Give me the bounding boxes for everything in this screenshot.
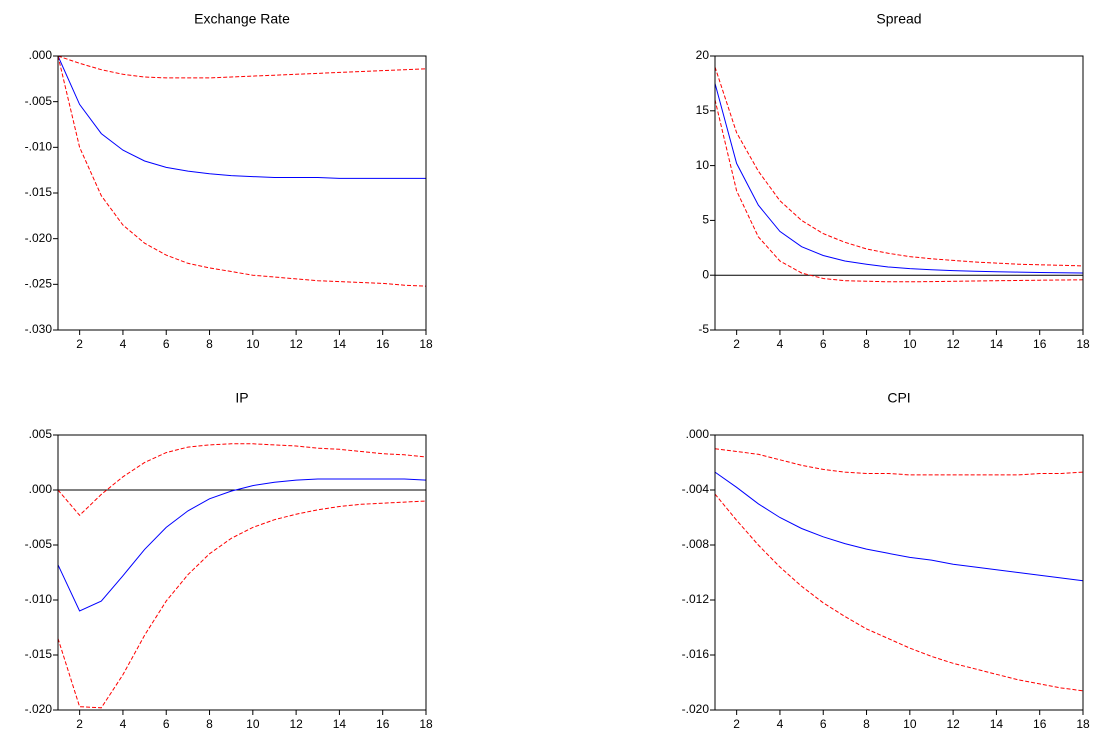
chart-title: Exchange Rate (194, 11, 290, 27)
y-tick-label: -.010 (25, 140, 53, 154)
series-line (714, 493, 1084, 692)
x-tick-label: 10 (246, 717, 260, 731)
x-tick-label: 16 (1033, 717, 1047, 731)
y-tick-label: -.015 (25, 647, 53, 661)
x-tick-label: 10 (903, 337, 917, 351)
x-tick-label: 14 (333, 717, 347, 731)
x-tick-label: 18 (1076, 337, 1090, 351)
series-line (57, 443, 427, 517)
series-line (714, 448, 1084, 476)
y-tick-label: -.010 (25, 592, 53, 606)
y-tick-label: .005 (29, 427, 53, 441)
plot-frame (57, 434, 427, 711)
x-tick-label: 18 (419, 717, 433, 731)
plot-frame (714, 55, 1084, 331)
y-tick-label: -.016 (682, 647, 710, 661)
x-tick-label: 12 (946, 337, 960, 351)
series-line (714, 83, 1084, 274)
x-tick-label: 16 (1033, 337, 1047, 351)
y-tick-label: .000 (29, 48, 53, 62)
x-tick-label: 6 (163, 337, 170, 351)
x-tick-label: 14 (990, 717, 1004, 731)
x-tick-label: 8 (206, 717, 213, 731)
y-tick-label: .000 (29, 482, 53, 496)
chart-title: CPI (887, 390, 910, 406)
x-tick-label: 2 (76, 337, 83, 351)
y-tick-label: 0 (702, 267, 709, 281)
x-tick-label: 2 (733, 337, 740, 351)
x-tick-label: 4 (120, 717, 127, 731)
x-tick-label: 8 (206, 337, 213, 351)
y-tick-label: -.030 (25, 322, 53, 336)
y-tick-label: -.004 (682, 482, 710, 496)
series-line (714, 471, 1084, 582)
x-tick-label: 12 (289, 717, 303, 731)
y-tick-label: -5 (698, 322, 709, 336)
x-tick-label: 4 (777, 717, 784, 731)
y-tick-label: 10 (696, 158, 710, 172)
y-tick-label: 5 (702, 213, 709, 227)
y-tick-label: -.020 (25, 231, 53, 245)
y-tick-label: -.025 (25, 277, 53, 291)
series-line (57, 55, 427, 287)
series-line (57, 478, 427, 612)
x-tick-label: 4 (777, 337, 784, 351)
x-tick-label: 10 (903, 717, 917, 731)
y-tick-label: 15 (696, 103, 710, 117)
x-tick-label: 12 (289, 337, 303, 351)
x-tick-label: 2 (733, 717, 740, 731)
plot-frame (714, 434, 1084, 711)
y-tick-label: 20 (696, 48, 710, 62)
x-tick-label: 2 (76, 717, 83, 731)
y-tick-label: -.005 (25, 94, 53, 108)
x-tick-label: 6 (163, 717, 170, 731)
series-line (714, 66, 1084, 267)
chart-title: Spread (876, 11, 921, 27)
x-tick-label: 14 (333, 337, 347, 351)
x-tick-label: 10 (246, 337, 260, 351)
x-tick-label: 16 (376, 717, 390, 731)
series-line (57, 500, 427, 709)
series-line (714, 99, 1084, 283)
x-tick-label: 12 (946, 717, 960, 731)
x-tick-label: 8 (863, 717, 870, 731)
x-tick-label: 14 (990, 337, 1004, 351)
x-tick-label: 4 (120, 337, 127, 351)
x-tick-label: 16 (376, 337, 390, 351)
series-line (57, 55, 427, 79)
series-line (57, 55, 426, 179)
y-tick-label: -.012 (682, 592, 710, 606)
x-tick-label: 18 (1076, 717, 1090, 731)
plot-frame (57, 55, 427, 331)
x-tick-label: 18 (419, 337, 433, 351)
x-tick-label: 6 (820, 717, 827, 731)
y-tick-label: -.015 (25, 185, 53, 199)
y-tick-label: -.020 (25, 702, 53, 716)
chart-title: IP (235, 390, 248, 406)
y-tick-label: -.020 (682, 702, 710, 716)
y-tick-label: .000 (686, 427, 710, 441)
x-tick-label: 8 (863, 337, 870, 351)
y-tick-label: -.005 (25, 537, 53, 551)
y-tick-label: -.008 (682, 537, 710, 551)
x-tick-label: 6 (820, 337, 827, 351)
